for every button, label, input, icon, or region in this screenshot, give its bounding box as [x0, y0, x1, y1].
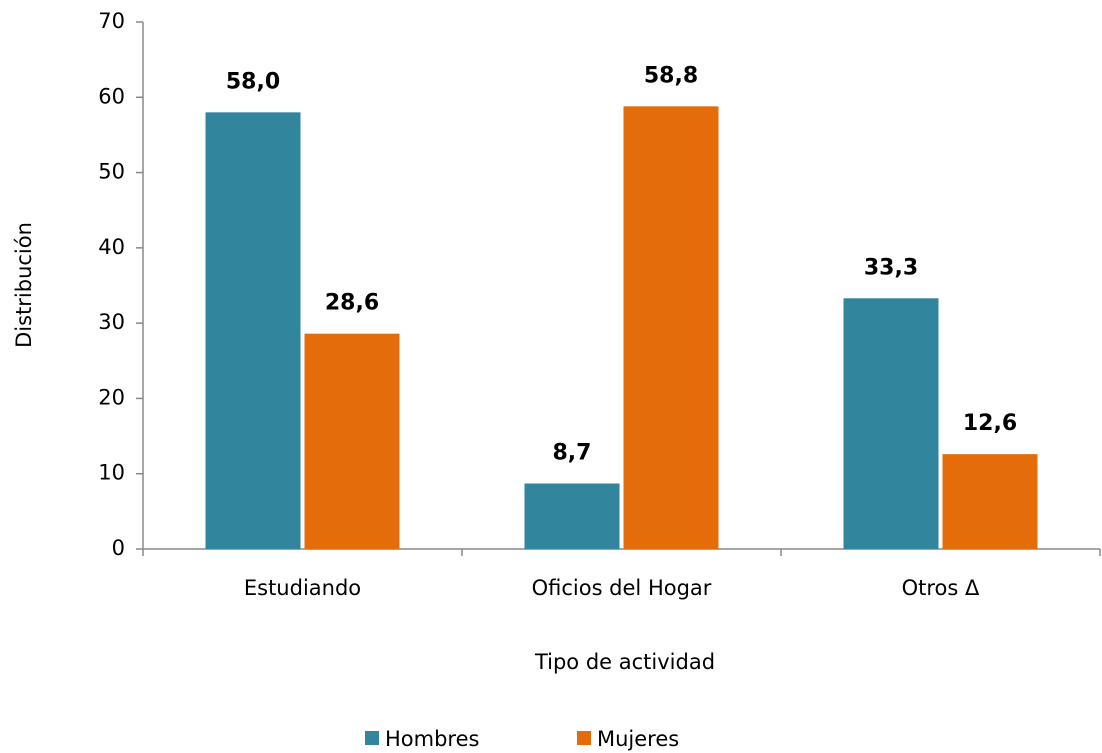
- legend-swatch: [577, 731, 591, 745]
- value-label: 12,6: [963, 411, 1017, 436]
- legend-label: Mujeres: [597, 727, 679, 751]
- value-label: 33,3: [864, 255, 918, 280]
- y-tick-label: 50: [98, 160, 125, 184]
- x-tick-label: Estudiando: [244, 576, 361, 600]
- bar: [524, 483, 620, 549]
- bar: [843, 298, 939, 549]
- y-tick-label: 20: [98, 385, 125, 409]
- bar: [942, 454, 1038, 549]
- y-tick-label: 0: [112, 536, 125, 560]
- legend-label: Hombres: [385, 727, 479, 751]
- y-tick-label: 70: [98, 9, 125, 33]
- x-tick-label: Oficios del Hogar: [532, 576, 712, 600]
- legend-swatch: [365, 731, 379, 745]
- bar: [205, 112, 301, 549]
- value-label: 58,0: [226, 69, 280, 94]
- y-axis-title: Distribución: [12, 222, 36, 348]
- value-label: 28,6: [325, 291, 379, 316]
- y-tick-label: 10: [98, 461, 125, 485]
- y-tick-label: 60: [98, 84, 125, 108]
- value-label: 8,7: [553, 441, 592, 466]
- bar: [623, 106, 719, 549]
- x-axis-title: Tipo de actividad: [534, 650, 715, 674]
- value-label: 58,8: [644, 63, 698, 88]
- x-tick-label: Otros Δ: [902, 576, 980, 600]
- bar: [304, 333, 400, 549]
- y-tick-label: 40: [98, 235, 125, 259]
- y-tick-label: 30: [98, 310, 125, 334]
